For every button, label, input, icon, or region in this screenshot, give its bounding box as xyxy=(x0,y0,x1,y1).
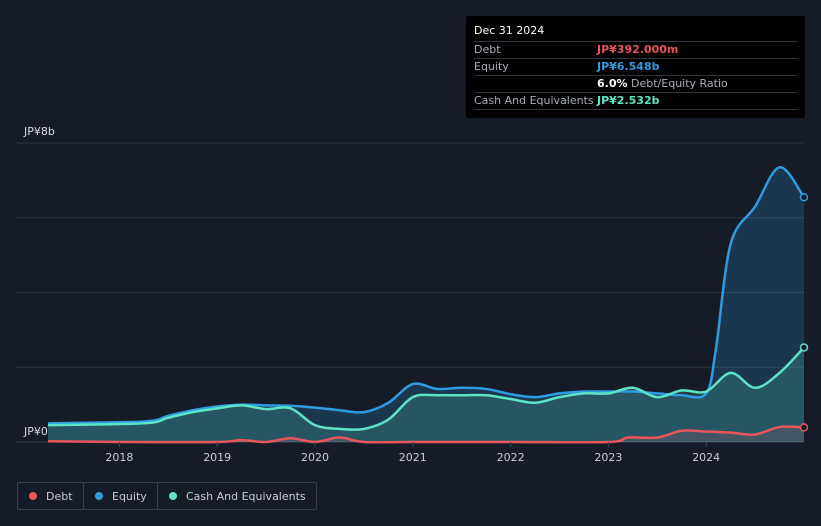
debt-area xyxy=(48,426,804,443)
legend-equity-label: Equity xyxy=(112,489,147,503)
tooltip-cash-value: JP¥2.532b xyxy=(597,94,660,107)
legend-equity-dot-icon xyxy=(95,492,103,500)
x-tick-label: 2022 xyxy=(497,451,525,464)
tooltip-date: Dec 31 2024 xyxy=(474,24,545,37)
tooltip-row-ratio: 6.0% Debt/Equity Ratio xyxy=(474,75,798,92)
tooltip-equity-value: JP¥6.548b xyxy=(597,60,660,73)
legend-cash[interactable]: Cash And Equivalents xyxy=(157,482,317,510)
tooltip-row-cash: Cash And Equivalents JP¥2.532b xyxy=(474,92,798,110)
legend-debt-dot-icon xyxy=(29,492,37,500)
cash-and-equivalents-endpoint xyxy=(799,343,809,352)
tooltip-ratio-label xyxy=(474,76,597,92)
x-tick-label: 2019 xyxy=(203,451,231,464)
legend-equity[interactable]: Equity xyxy=(83,482,158,510)
cash-and-equivalents-line xyxy=(47,346,805,432)
tooltip-row-equity: Equity JP¥6.548b xyxy=(474,58,798,75)
tooltip-ratio-suffix: Debt/Equity Ratio xyxy=(631,77,728,90)
debt-line xyxy=(47,425,805,444)
tooltip-panel: Dec 31 2024 Debt JP¥392.000m Equity JP¥6… xyxy=(466,16,805,118)
tooltip-ratio-value: 6.0% xyxy=(597,77,628,90)
equity-endpoint xyxy=(799,192,809,202)
y-axis-top-label: JP¥8b xyxy=(23,125,55,138)
tooltip-cash-label: Cash And Equivalents xyxy=(474,94,594,107)
tooltip-debt-label: Debt xyxy=(474,43,501,56)
tooltip-equity-label: Equity xyxy=(474,60,509,73)
x-tick-label: 2024 xyxy=(692,451,720,464)
legend-cash-dot-icon xyxy=(169,492,177,500)
tooltip-row-debt: Debt JP¥392.000m xyxy=(474,41,798,58)
tooltip-debt-value: JP¥392.000m xyxy=(597,43,679,56)
y-axis-bottom-label: JP¥0 xyxy=(23,425,48,438)
debt-endpoint xyxy=(799,423,809,432)
legend-debt[interactable]: Debt xyxy=(17,482,84,510)
equity-line xyxy=(47,166,806,425)
x-tick-label: 2018 xyxy=(105,451,133,464)
cash-and-equivalents-area xyxy=(48,347,804,442)
legend-debt-label: Debt xyxy=(46,489,73,503)
x-tick-label: 2021 xyxy=(399,451,427,464)
legend-cash-label: Cash And Equivalents xyxy=(186,489,306,503)
x-tick-label: 2020 xyxy=(301,451,329,464)
x-tick-label: 2023 xyxy=(594,451,622,464)
